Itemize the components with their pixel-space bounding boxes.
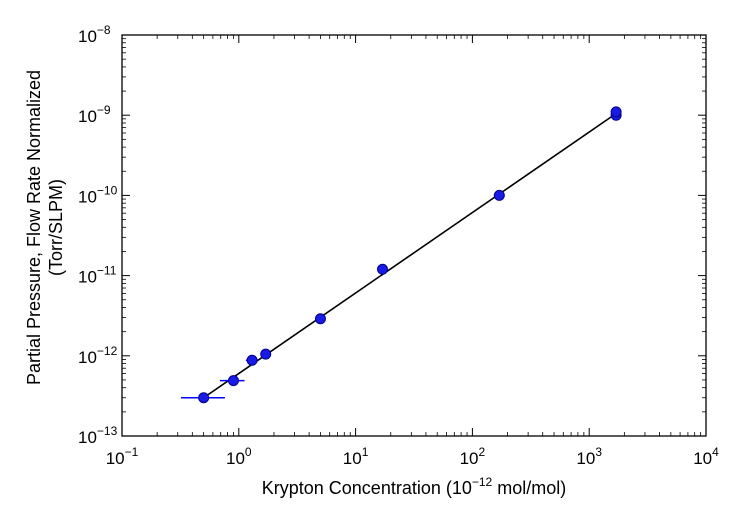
data-point <box>610 106 622 118</box>
y-axis-label-line2: (Torr/SLPM) <box>46 179 66 276</box>
x-tick-label: 100 <box>226 445 252 468</box>
data-points <box>198 106 622 404</box>
x-tick-label: 103 <box>576 445 602 468</box>
x-tick-label: 102 <box>460 445 486 468</box>
fit-line <box>203 112 617 399</box>
x-tick-label: 10−1 <box>106 445 139 468</box>
axis-ticks <box>121 34 707 437</box>
x-tick-label: 104 <box>693 445 719 468</box>
data-point <box>493 189 505 201</box>
y-tick-label: 10−13 <box>78 424 118 447</box>
y-tick-label: 10−9 <box>78 103 111 126</box>
y-tick-label: 10−8 <box>78 23 111 46</box>
y-axis-label: Partial Pressure, Flow Rate Normalized (… <box>24 70 66 385</box>
data-point <box>260 348 272 360</box>
data-point <box>198 392 210 404</box>
data-point <box>314 313 326 325</box>
y-tick-labels: 10−13 10−12 10−11 10−10 10−9 10−8 <box>78 23 118 447</box>
plot-frame <box>121 34 707 437</box>
x-axis-label: Krypton Concentration (10−12 mol/mol) <box>262 475 567 498</box>
y-tick-label: 10−12 <box>78 344 118 367</box>
error-bars <box>181 265 384 399</box>
y-axis-label-line1: Partial Pressure, Flow Rate Normalized <box>24 70 44 385</box>
data-point <box>227 375 239 387</box>
y-tick-label: 10−10 <box>78 183 118 206</box>
x-tick-labels: 10−1 100 101 102 103 104 <box>106 445 719 468</box>
x-tick-label: 101 <box>343 445 369 468</box>
data-point <box>246 354 258 366</box>
y-tick-label: 10−11 <box>78 264 117 287</box>
data-point <box>377 263 389 275</box>
